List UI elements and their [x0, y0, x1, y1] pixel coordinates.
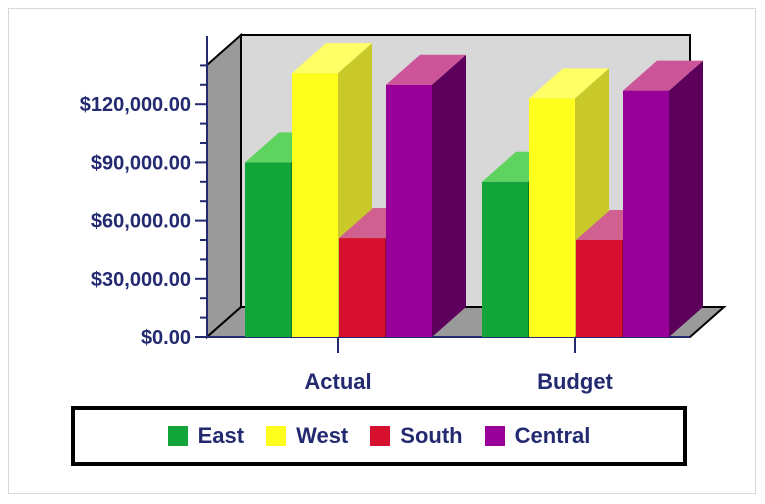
y-tick-label: $120,000.00: [80, 94, 191, 116]
category-label-budget: Budget: [537, 369, 613, 394]
y-tick-label: $90,000.00: [91, 152, 191, 174]
bar-central-actual: [386, 54, 466, 338]
bar-front: [386, 84, 432, 337]
y-tick-label: $30,000.00: [91, 269, 191, 291]
x-axis: Actual Budget: [304, 337, 614, 394]
bar-front: [245, 162, 291, 337]
bar-front: [576, 240, 622, 337]
legend-item-south: South: [370, 423, 463, 449]
bar-side: [669, 60, 703, 338]
bar-front: [482, 181, 528, 337]
bar-top: [623, 60, 703, 91]
bar-central-budget: [623, 60, 703, 338]
bar-front: [292, 73, 338, 337]
legend-label: South: [400, 423, 463, 448]
legend-swatch: [266, 426, 287, 446]
bar-front: [529, 98, 575, 337]
bars: [245, 43, 703, 338]
y-tick-label: $60,000.00: [91, 211, 191, 233]
bar-top: [292, 43, 372, 74]
side-wall: [206, 32, 242, 340]
bar-front: [339, 238, 385, 337]
legend-item-west: West: [266, 423, 348, 449]
legend-item-east: East: [167, 423, 245, 449]
legend-swatch: [484, 426, 505, 446]
bar-top: [386, 54, 466, 85]
legend-label: East: [197, 423, 245, 448]
chart-frame: [8, 8, 756, 494]
legend-label: West: [296, 423, 349, 448]
legend-item-central: Central: [484, 423, 591, 449]
legend-label: Central: [514, 423, 591, 448]
legend: East West South Central: [71, 406, 687, 466]
legend-swatch: [370, 426, 391, 446]
y-tick-label: $0.00: [141, 327, 191, 349]
bar-front: [623, 90, 669, 338]
bar-top: [529, 68, 609, 99]
legend-swatch: [167, 426, 188, 446]
bar-side: [432, 54, 466, 338]
category-label-actual: Actual: [304, 369, 371, 394]
